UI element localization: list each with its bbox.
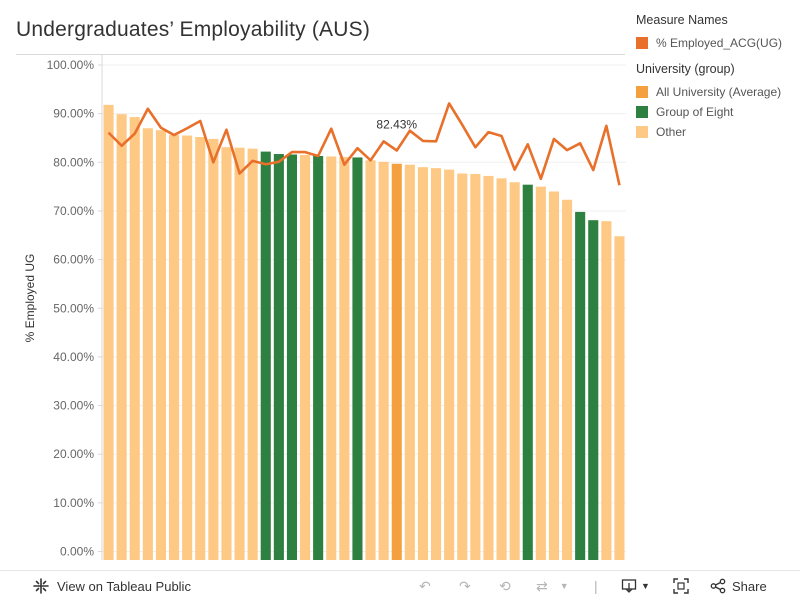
bar-go8[interactable] <box>273 154 284 560</box>
share-button[interactable]: Share <box>710 571 767 601</box>
bar-other[interactable] <box>195 137 206 560</box>
bar-other[interactable] <box>562 199 573 560</box>
undo-icon: ↶ <box>419 577 431 594</box>
redo-icon: ↷ <box>459 577 471 594</box>
bar-other[interactable] <box>155 130 166 560</box>
chevron-down-icon: ▼ <box>559 581 569 591</box>
data-label: 82.43% <box>376 117 417 131</box>
bar-other[interactable] <box>221 147 232 560</box>
bar-other[interactable] <box>470 173 481 561</box>
bar-other[interactable] <box>116 114 127 560</box>
bar-other[interactable] <box>496 178 507 560</box>
chart-title: Undergraduates’ Employability (AUS) <box>16 18 371 41</box>
y-tick-label: 60.00% <box>53 253 94 267</box>
download-icon <box>621 579 637 593</box>
view-on-tableau-label: View on Tableau Public <box>57 578 191 594</box>
bar-go8[interactable] <box>260 151 271 560</box>
y-tick-label: 30.00% <box>53 399 94 413</box>
y-axis-title: % Employed UG <box>23 254 37 343</box>
tableau-logo-icon <box>33 578 49 594</box>
bar-other[interactable] <box>142 128 153 560</box>
legend-swatch <box>636 86 648 98</box>
fullscreen-button[interactable] <box>673 571 689 601</box>
gridlines <box>102 64 626 552</box>
revert-icon: ⟲ <box>499 577 511 594</box>
refresh-button[interactable]: ⇄ ▼ <box>536 571 569 601</box>
download-button[interactable]: ▼ <box>621 571 650 601</box>
legend-item-group-of-eight[interactable]: Group of Eight <box>636 102 796 122</box>
chart[interactable]: 82.43% 0.00% 10.00% 20.00% 30.00% 40.00% 50.0… <box>0 0 800 570</box>
legend-label: % Employed_ACG(UG) <box>656 36 783 50</box>
legend-item-all-university[interactable]: All University (Average) <box>636 82 796 102</box>
y-tick-label: 70.00% <box>53 204 94 218</box>
y-tick-label: 90.00% <box>53 107 94 121</box>
refresh-icon: ⇄ <box>536 577 548 594</box>
bar-other[interactable] <box>483 175 494 561</box>
bar-go8[interactable] <box>286 154 297 560</box>
bar-other[interactable] <box>169 135 180 560</box>
pause-button[interactable]: | <box>594 571 598 601</box>
fullscreen-icon <box>673 578 689 594</box>
y-tick-label: 20.00% <box>53 447 94 461</box>
y-tick-label: 40.00% <box>53 350 94 364</box>
bar-other[interactable] <box>247 148 258 560</box>
bar-other[interactable] <box>444 169 455 560</box>
bar-other[interactable] <box>548 191 559 561</box>
legend-item-employed[interactable]: % Employed_ACG(UG) <box>636 33 796 53</box>
undo-button[interactable]: ↶ <box>419 571 431 601</box>
y-tick-label: 0.00% <box>60 545 94 559</box>
legend-group-title: University (group) <box>636 62 735 76</box>
legend-measure-title: Measure Names <box>636 13 728 27</box>
bar-other[interactable] <box>378 161 389 560</box>
y-axis: 0.00% 10.00% 20.00% 30.00% 40.00% 50.00% 60.00… <box>23 55 103 560</box>
bar-other[interactable] <box>457 173 468 561</box>
bar-other[interactable] <box>614 236 625 560</box>
view-on-tableau-link[interactable]: View on Tableau Public <box>33 571 191 601</box>
tableau-toolbar: View on Tableau Public ↶ ↷ ⟲ ⇄ ▼ | ▼ <box>0 570 800 601</box>
legend-swatch <box>636 126 648 138</box>
chevron-down-icon: ▼ <box>641 581 650 591</box>
bar-other[interactable] <box>404 164 415 561</box>
legend-item-other[interactable]: Other <box>636 122 796 142</box>
bar-go8[interactable] <box>575 211 586 561</box>
y-tick-label: 80.00% <box>53 155 94 169</box>
pause-icon: | <box>594 578 598 594</box>
legend: Measure Names % Employed_ACG(UG) Univers… <box>636 13 796 142</box>
bar-other[interactable] <box>129 117 140 560</box>
bar-go8[interactable] <box>588 220 599 560</box>
share-label: Share <box>732 578 767 594</box>
bar-series <box>103 104 625 561</box>
redo-button[interactable]: ↷ <box>459 571 471 601</box>
legend-label: All University (Average) <box>656 85 782 99</box>
legend-label: Other <box>656 125 687 139</box>
bar-other[interactable] <box>431 168 442 560</box>
bar-avg[interactable] <box>391 163 402 560</box>
legend-swatch <box>636 106 648 118</box>
bar-other[interactable] <box>417 167 428 560</box>
bar-other[interactable] <box>535 186 546 561</box>
title-divider <box>16 54 625 55</box>
y-tick-label: 50.00% <box>53 301 94 315</box>
bar-go8[interactable] <box>313 155 324 561</box>
legend-swatch <box>636 37 648 49</box>
bar-other[interactable] <box>300 155 311 560</box>
legend-label: Group of Eight <box>656 105 734 119</box>
bar-other[interactable] <box>601 221 612 561</box>
series-line[interactable] <box>107 102 621 186</box>
bar-other[interactable] <box>234 147 245 560</box>
bar-other[interactable] <box>509 182 520 560</box>
bar-other[interactable] <box>326 156 337 560</box>
bar-other[interactable] <box>103 104 114 560</box>
bar-other[interactable] <box>208 138 219 560</box>
bar-go8[interactable] <box>352 157 363 560</box>
bar-other[interactable] <box>365 160 376 560</box>
y-tick-label: 10.00% <box>53 496 94 510</box>
revert-button[interactable]: ⟲ <box>499 571 511 601</box>
bar-other[interactable] <box>182 135 193 561</box>
bar-other[interactable] <box>339 156 350 560</box>
line-series: 82.43% <box>107 102 621 186</box>
share-icon <box>710 578 726 594</box>
bar-go8[interactable] <box>522 184 533 560</box>
y-tick-label: 100.00% <box>47 58 95 72</box>
